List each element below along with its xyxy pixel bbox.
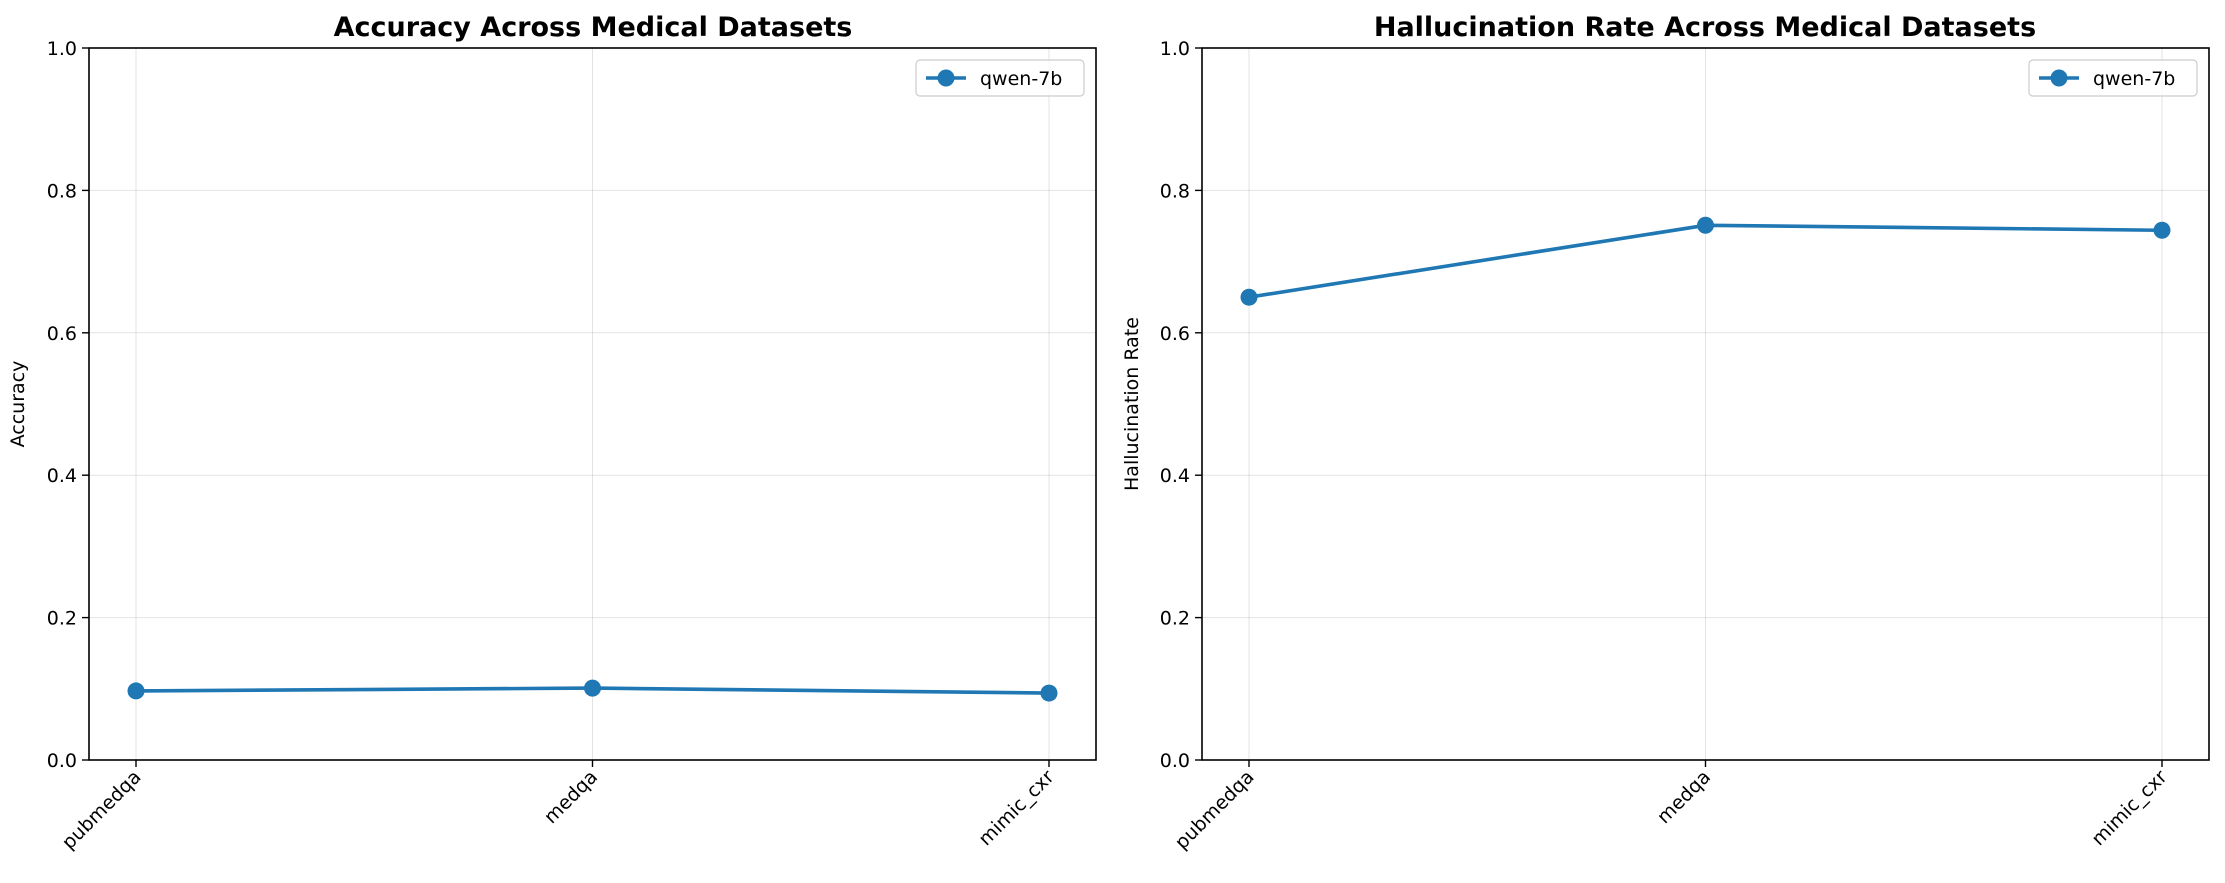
- y-tick-label: 0.4: [1160, 465, 1190, 487]
- legend-marker: [2050, 69, 2068, 87]
- legend-box: [2028, 59, 2198, 97]
- y-axis-label: Accuracy: [7, 361, 29, 448]
- data-point: [127, 682, 145, 700]
- data-point: [1040, 684, 1058, 702]
- y-tick-label: 0.2: [1160, 608, 1190, 630]
- data-point: [1697, 216, 1714, 234]
- y-tick-label: 0.4: [47, 465, 77, 487]
- chart-title: Hallucination Rate Across Medical Datase…: [1374, 12, 2036, 43]
- data-point: [584, 679, 601, 697]
- y-tick-label: 0.8: [47, 180, 77, 202]
- legend-box: [915, 59, 1085, 97]
- y-axis-label: Hallucination Rate: [1121, 317, 1143, 491]
- y-tick-label: 0.6: [47, 323, 77, 345]
- chart-title: Accuracy Across Medical Datasets: [334, 12, 853, 43]
- y-tick-label: 1.0: [47, 38, 77, 60]
- legend-label: qwen-7b: [980, 68, 1062, 90]
- y-tick-label: 0.6: [1160, 323, 1190, 345]
- data-point: [1240, 288, 1258, 306]
- y-tick-label: 0.0: [1160, 750, 1190, 772]
- y-tick-label: 0.8: [1160, 180, 1190, 202]
- y-tick-label: 0.2: [47, 608, 77, 630]
- y-tick-label: 1.0: [1160, 38, 1190, 60]
- legend-label: qwen-7b: [2093, 68, 2175, 90]
- legend-marker: [937, 69, 955, 87]
- y-tick-label: 0.0: [47, 750, 77, 772]
- data-point: [2153, 221, 2171, 239]
